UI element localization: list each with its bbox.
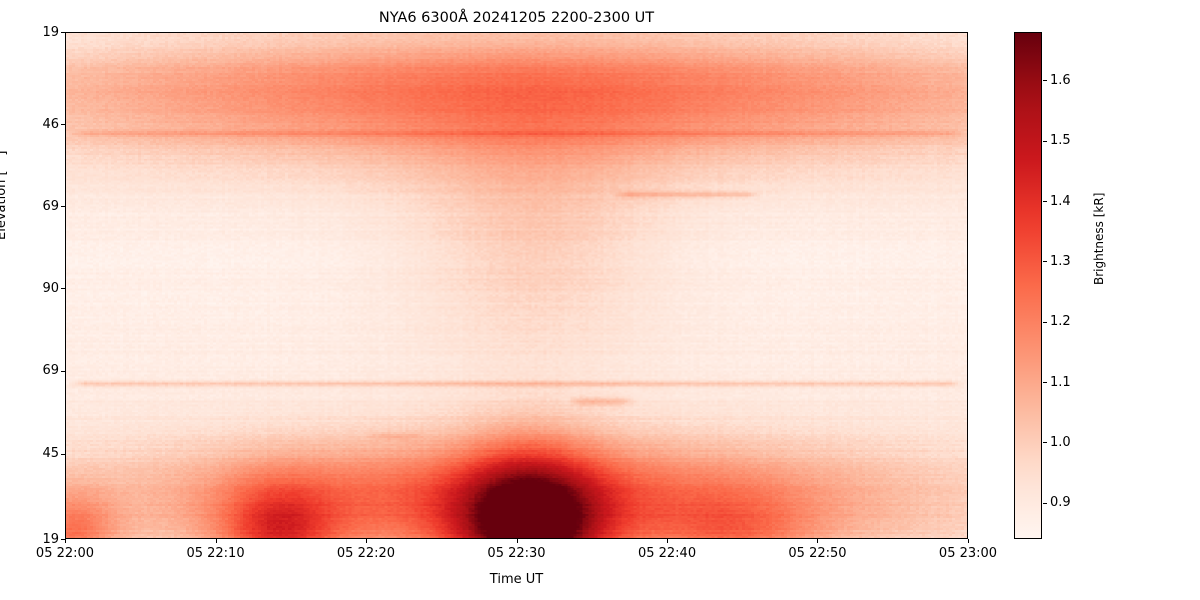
x-tick-mark	[517, 539, 518, 543]
x-tick-label: 05 23:00	[938, 546, 998, 561]
colorbar-tick-label: 0.9	[1050, 495, 1071, 511]
x-tick-label: 05 22:30	[487, 546, 546, 561]
heatmap-canvas	[66, 33, 967, 538]
colorbar-gradient	[1015, 33, 1041, 538]
y-tick-label: 90	[42, 280, 59, 296]
colorbar-tick-label: 1.3	[1050, 253, 1071, 269]
colorbar-tick-label: 1.5	[1050, 133, 1071, 149]
colorbar-tick-mark	[1043, 322, 1047, 323]
colorbar-tick-mark	[1043, 442, 1047, 443]
colorbar-tick-mark	[1043, 141, 1047, 142]
y-tick-label: 19	[42, 24, 59, 40]
x-tick-label: 05 22:10	[186, 546, 245, 561]
x-tick-label: 05 22:20	[336, 546, 396, 561]
x-tick-mark	[366, 539, 367, 543]
y-tick-label: 46	[42, 116, 59, 132]
y-tick-mark	[61, 454, 65, 455]
colorbar[interactable]	[1014, 32, 1042, 539]
colorbar-label: Brightness [kR]	[1092, 192, 1106, 285]
x-tick-label: 05 22:00	[35, 546, 95, 561]
y-tick-mark	[61, 371, 65, 372]
figure-title: NYA6 6300Å 20241205 2200-2300 UT	[378, 10, 655, 26]
x-tick-mark	[968, 539, 969, 543]
x-tick-label: 05 22:50	[788, 546, 847, 561]
y-tick-label: 69	[42, 198, 59, 214]
colorbar-tick-label: 1.0	[1050, 434, 1071, 450]
y-tick-mark	[61, 32, 65, 33]
x-tick-mark	[65, 539, 66, 543]
colorbar-tick-mark	[1043, 201, 1047, 202]
colorbar-tick-label: 1.2	[1050, 314, 1071, 330]
y-tick-mark	[61, 539, 65, 540]
x-tick-mark	[216, 539, 217, 543]
keogram-plot-area[interactable]	[65, 32, 968, 539]
y-axis-label: Elevation [ ° ]	[0, 151, 9, 240]
colorbar-tick-mark	[1043, 503, 1047, 504]
y-tick-label: 45	[42, 446, 59, 462]
heatmap-image	[66, 33, 967, 538]
x-tick-mark	[667, 539, 668, 543]
colorbar-tick-label: 1.6	[1050, 72, 1071, 88]
y-tick-label: 19	[42, 531, 59, 547]
y-tick-mark	[61, 124, 65, 125]
x-tick-mark	[817, 539, 818, 543]
x-axis-label: Time UT	[489, 572, 544, 587]
colorbar-tick-label: 1.4	[1050, 193, 1071, 209]
colorbar-tick-mark	[1043, 80, 1047, 81]
y-tick-mark	[61, 288, 65, 289]
y-tick-label: 69	[42, 363, 59, 379]
y-tick-mark	[61, 206, 65, 207]
x-tick-label: 05 22:40	[637, 546, 697, 561]
colorbar-tick-mark	[1043, 382, 1047, 383]
colorbar-tick-mark	[1043, 261, 1047, 262]
colorbar-tick-label: 1.1	[1050, 374, 1071, 390]
